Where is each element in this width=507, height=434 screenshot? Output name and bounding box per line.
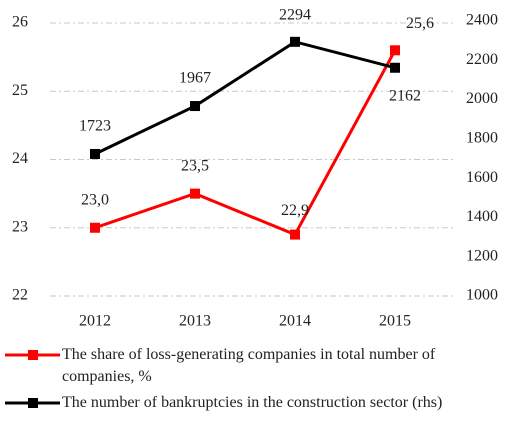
point-marker: [390, 62, 400, 73]
x-tick-label: 2013: [179, 313, 211, 330]
x-tick-label: 2015: [379, 313, 411, 330]
data-label: 2162: [389, 87, 421, 104]
data-label: 23,5: [181, 157, 209, 174]
series-line: [94, 40, 396, 156]
y-tick-label: 26: [12, 14, 28, 31]
y2-tick-label: 1200: [466, 247, 498, 264]
point-marker: [90, 222, 100, 233]
point-marker: [290, 36, 300, 47]
data-label: 22,9: [281, 202, 309, 219]
y2-tick-label: 2000: [466, 90, 498, 107]
y2-tick-label: 2400: [466, 12, 498, 29]
y2-tick-label: 1600: [466, 169, 498, 186]
legend-marker: [28, 398, 38, 408]
y-tick-label: 25: [12, 82, 28, 99]
y-tick-label: 22: [12, 287, 28, 304]
y2-tick-label: 1000: [466, 287, 498, 304]
point-marker: [390, 45, 400, 56]
series-line: [94, 49, 397, 237]
data-label: 23,0: [81, 191, 109, 208]
x-tick-label: 2014: [279, 313, 311, 330]
legend-marker: [28, 350, 38, 360]
data-label: 2294: [279, 6, 311, 23]
point-marker: [190, 188, 200, 199]
y-tick-label: 24: [12, 150, 28, 167]
data-label: 1723: [79, 118, 111, 135]
legend-label: The share of loss-generating companies i…: [62, 346, 436, 385]
point-marker: [290, 229, 300, 240]
y2-tick-label: 1800: [466, 130, 498, 147]
data-label: 1967: [179, 70, 211, 87]
point-marker: [90, 148, 100, 159]
x-tick-label: 2012: [79, 313, 111, 330]
y2-tick-label: 1400: [466, 208, 498, 225]
data-label: 25,6: [406, 15, 434, 32]
point-marker: [190, 101, 200, 112]
legend-label: The number of bankruptcies in the constr…: [62, 394, 443, 411]
y2-tick-label: 2200: [466, 51, 498, 68]
y-tick-label: 23: [12, 218, 28, 235]
